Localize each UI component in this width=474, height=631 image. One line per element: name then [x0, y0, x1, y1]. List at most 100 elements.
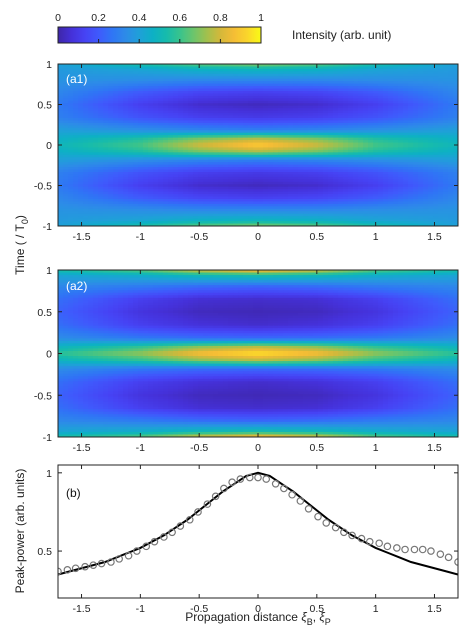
heatmap-cell: [128, 208, 134, 212]
heatmap-cell: [193, 157, 199, 161]
heatmap-cell: [283, 118, 289, 122]
heatmap-cell: [113, 100, 119, 104]
heatmap-cell: [318, 174, 324, 178]
heatmap-cell: [408, 213, 414, 217]
heatmap-cell: [278, 196, 284, 200]
heatmap-cell: [223, 66, 229, 70]
heatmap-cell: [163, 120, 169, 124]
heatmap-cell: [158, 71, 164, 75]
heatmap-cell: [353, 186, 359, 190]
heatmap-cell: [128, 100, 134, 104]
heatmap-cell: [418, 203, 424, 207]
heatmap-cell: [103, 108, 109, 112]
heatmap-cell: [453, 181, 458, 185]
heatmap-cell: [143, 125, 149, 129]
heatmap-cell: [123, 213, 129, 217]
heatmap-cell: [208, 120, 214, 124]
heatmap-cell: [108, 142, 114, 146]
heatmap-cell: [328, 71, 334, 75]
heatmap-cell: [253, 81, 259, 85]
heatmap-cell: [118, 169, 124, 173]
heatmap-cell: [63, 201, 69, 205]
heatmap-cell: [178, 130, 184, 134]
heatmap-cell: [328, 98, 334, 102]
heatmap-cell: [423, 76, 429, 80]
heatmap-cell: [243, 157, 249, 161]
heatmap-cell: [78, 167, 84, 171]
heatmap-cell: [173, 100, 179, 104]
heatmap-cell: [428, 91, 434, 95]
heatmap-cell: [103, 167, 109, 171]
heatmap-cell: [388, 110, 394, 114]
heatmap-cell: [433, 149, 439, 153]
heatmap-cell: [158, 186, 164, 190]
heatmap-cell: [263, 103, 269, 107]
heatmap-cell: [193, 199, 199, 203]
heatmap-cell: [428, 95, 434, 99]
heatmap-cell: [193, 149, 199, 153]
heatmap-cell: [308, 93, 314, 97]
heatmap-cell: [128, 78, 134, 82]
heatmap-cell: [288, 164, 294, 168]
heatmap-cell: [403, 167, 409, 171]
heatmap-cell: [83, 149, 89, 153]
heatmap-cell: [228, 157, 234, 161]
heatmap-cell: [128, 162, 134, 166]
heatmap-cell: [388, 206, 394, 210]
heatmap-cell: [368, 213, 374, 217]
heatmap-cell: [363, 93, 369, 97]
heatmap-cell: [233, 98, 239, 102]
heatmap-cell: [198, 115, 204, 119]
heatmap-cell: [288, 120, 294, 124]
heatmap-cell: [133, 122, 139, 126]
heatmap-cell: [248, 145, 254, 149]
heatmap-cell: [413, 149, 419, 153]
heatmap-cell: [98, 66, 104, 70]
heatmap-cell: [328, 137, 334, 141]
heatmap-cell: [378, 184, 384, 188]
heatmap-cell: [258, 174, 264, 178]
heatmap-cell: [388, 115, 394, 119]
heatmap-cell: [188, 149, 194, 153]
heatmap-cell: [308, 164, 314, 168]
heatmap-cell: [183, 145, 189, 149]
heatmap-cell: [58, 216, 64, 220]
heatmap-cell: [358, 95, 364, 99]
heatmap-cell: [163, 157, 169, 161]
heatmap-cell: [153, 196, 159, 200]
heatmap-cell: [183, 118, 189, 122]
heatmap-cell: [353, 118, 359, 122]
heatmap-cell: [63, 208, 69, 212]
heatmap-cell: [68, 186, 74, 190]
heatmap-cell: [98, 142, 104, 146]
heatmap-cell: [168, 132, 174, 136]
heatmap-cell: [358, 98, 364, 102]
heatmap-cell: [208, 68, 214, 72]
heatmap-cell: [83, 159, 89, 163]
heatmap-cell: [138, 95, 144, 99]
heatmap-cell: [408, 103, 414, 107]
heatmap-cell: [293, 93, 299, 97]
heatmap-cell: [63, 184, 69, 188]
heatmap-cell: [403, 73, 409, 77]
heatmap-cell: [288, 189, 294, 193]
heatmap-cell: [353, 122, 359, 126]
heatmap-cell: [438, 100, 444, 104]
heatmap-cell: [153, 147, 159, 151]
heatmap-cell: [178, 98, 184, 102]
heatmap-cell: [338, 179, 344, 183]
heatmap-cell: [258, 208, 264, 212]
heatmap-cell: [278, 159, 284, 163]
heatmap-cell: [163, 186, 169, 190]
heatmap-cell: [453, 115, 458, 119]
heatmap-cell: [373, 98, 379, 102]
heatmap-cell: [383, 152, 389, 156]
heatmap-cell: [418, 159, 424, 163]
heatmap-cell: [383, 86, 389, 90]
heatmap-cell: [303, 179, 309, 183]
heatmap-cell: [333, 179, 339, 183]
heatmap-cell: [263, 95, 269, 99]
heatmap-cell: [388, 191, 394, 195]
heatmap-cell: [173, 118, 179, 122]
heatmap-cell: [183, 78, 189, 82]
